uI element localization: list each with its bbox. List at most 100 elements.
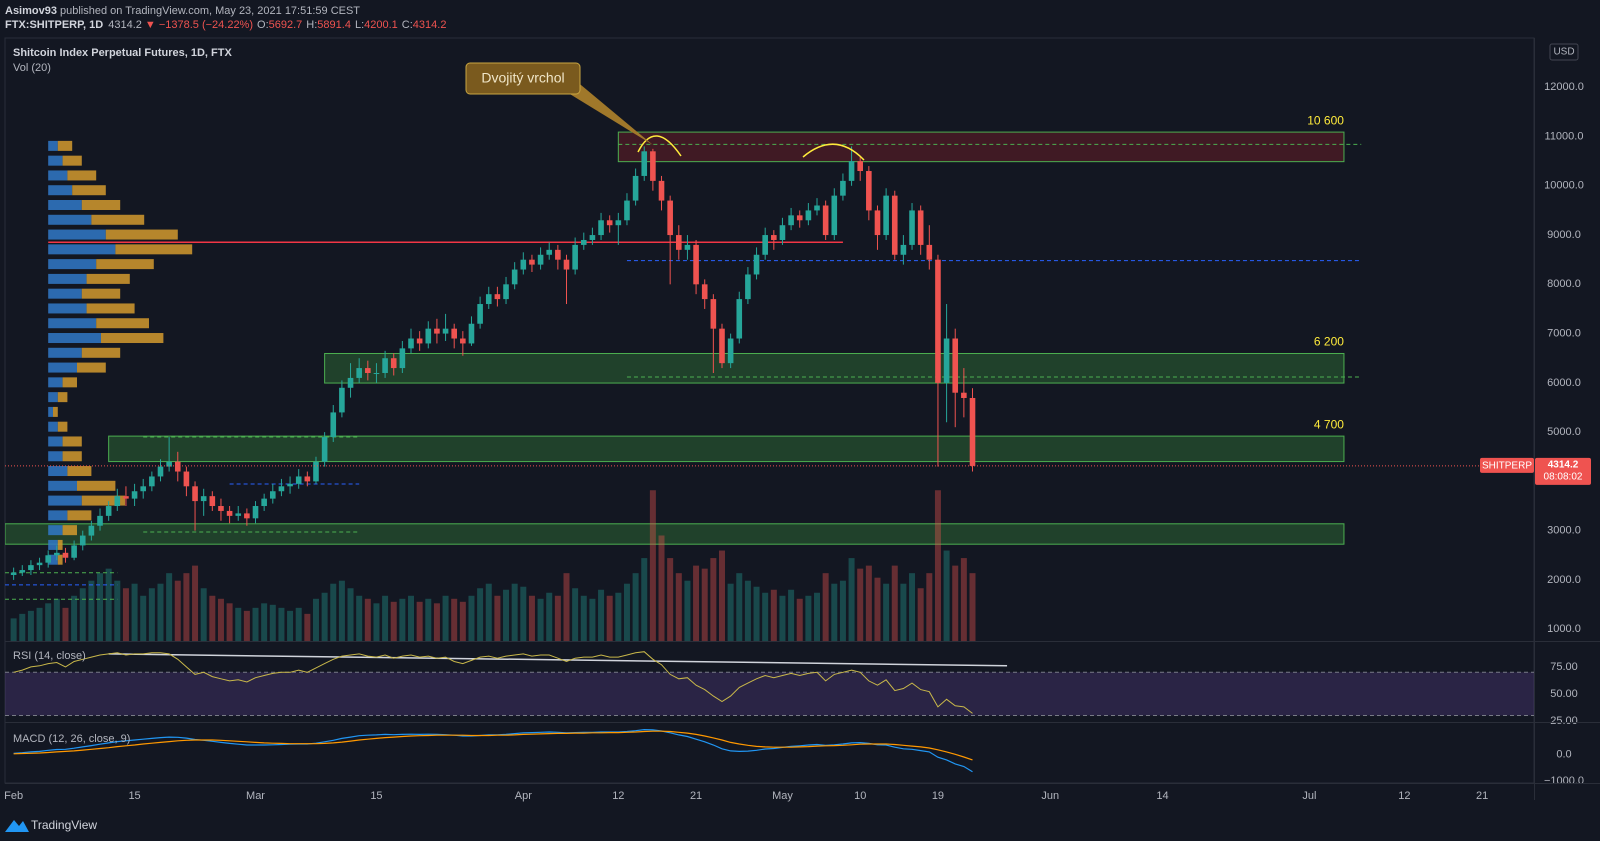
y-tick-label: 7000.0 bbox=[1547, 327, 1581, 339]
volume-bar bbox=[295, 607, 302, 641]
profile-up bbox=[48, 392, 58, 403]
x-tick-label: 14 bbox=[1156, 790, 1168, 802]
symbol-tag bbox=[1480, 457, 1534, 473]
price-tag-text: 4314.2 bbox=[1548, 460, 1579, 471]
profile-down bbox=[62, 436, 82, 447]
volume-bar bbox=[131, 583, 138, 641]
plot-frame bbox=[4, 37, 1535, 784]
candle-body bbox=[10, 572, 17, 575]
volume-bar bbox=[805, 595, 812, 641]
volume-bar bbox=[442, 595, 449, 641]
candle-body bbox=[563, 259, 570, 270]
volume-bar bbox=[727, 583, 734, 641]
zone-label: 10 600 bbox=[1307, 113, 1344, 127]
profile-up bbox=[48, 510, 68, 521]
profile-down bbox=[62, 377, 77, 388]
profile-up bbox=[48, 244, 116, 255]
candle-body bbox=[28, 565, 34, 571]
volume-bar bbox=[183, 573, 190, 641]
x-tick-label: 21 bbox=[1476, 790, 1488, 802]
volume-bar bbox=[753, 586, 760, 641]
x-tick-label: Jul bbox=[1302, 790, 1316, 802]
volume-bar bbox=[114, 580, 121, 641]
profile-up bbox=[48, 539, 58, 550]
profile-down bbox=[86, 273, 130, 284]
candle-body bbox=[339, 387, 345, 413]
candle-body bbox=[822, 205, 829, 236]
volume-bar bbox=[468, 595, 475, 641]
candle-body bbox=[442, 328, 449, 334]
candle-body bbox=[235, 513, 242, 516]
candle-body bbox=[580, 239, 587, 245]
candle-body bbox=[891, 195, 898, 255]
volume-bar bbox=[606, 595, 613, 641]
candle-body bbox=[650, 151, 656, 181]
volume-bar bbox=[278, 607, 285, 641]
volume-bar bbox=[520, 586, 527, 641]
candle-body bbox=[719, 328, 725, 364]
candle-body bbox=[304, 476, 311, 482]
y-tick-label: 6000.0 bbox=[1547, 377, 1581, 389]
volume-bar bbox=[788, 589, 795, 641]
profile-up bbox=[48, 525, 63, 536]
candle-body bbox=[209, 496, 216, 507]
volume-bar bbox=[528, 595, 535, 641]
symbol: FTX:SHITPERP, 1D bbox=[5, 19, 103, 31]
candle-body bbox=[909, 210, 915, 245]
volume-bar bbox=[598, 589, 605, 641]
candle-body bbox=[511, 269, 518, 285]
volume-title: Vol (20) bbox=[13, 62, 51, 74]
volume-bar bbox=[736, 573, 743, 641]
candle-body bbox=[347, 377, 354, 388]
candle-body bbox=[831, 195, 838, 236]
profile-up bbox=[48, 273, 87, 284]
candle-body bbox=[468, 323, 475, 344]
candle-body bbox=[356, 368, 362, 378]
y-tick-label: 10000.0 bbox=[1544, 180, 1584, 192]
profile-up bbox=[48, 229, 106, 240]
y-tick-label: 11000.0 bbox=[1545, 130, 1584, 142]
candle-body bbox=[900, 244, 907, 255]
volume-bar bbox=[744, 580, 751, 641]
candle-body bbox=[961, 392, 967, 398]
candle-body bbox=[71, 545, 77, 558]
o-label: O: bbox=[257, 19, 269, 31]
profile-down bbox=[81, 288, 121, 299]
zone-label: 4 700 bbox=[1314, 417, 1344, 431]
volume-bar bbox=[969, 573, 976, 641]
rsi-trendline bbox=[108, 653, 1008, 667]
volume-bar bbox=[304, 613, 311, 641]
volume-bar bbox=[252, 607, 259, 641]
candle-body bbox=[641, 151, 648, 176]
candle-body bbox=[753, 254, 760, 275]
candle-body bbox=[658, 180, 665, 201]
volume-bar bbox=[364, 598, 371, 641]
volume-bar bbox=[71, 595, 78, 641]
profile-up bbox=[48, 406, 53, 417]
published: published on TradingView.com, May 23, 20… bbox=[60, 5, 360, 17]
profile-up bbox=[48, 318, 97, 329]
candle-body bbox=[416, 338, 423, 344]
rsi-tick-label: 50.00 bbox=[1550, 688, 1578, 700]
volume-bar bbox=[952, 565, 959, 641]
candle-body bbox=[710, 299, 717, 329]
x-tick-label: Apr bbox=[515, 790, 532, 802]
candle-body bbox=[131, 491, 138, 499]
volume-bar bbox=[554, 595, 561, 641]
c-label: C: bbox=[402, 19, 413, 31]
volume-bar bbox=[684, 580, 691, 641]
price-tag bbox=[1535, 457, 1591, 485]
volume-bar bbox=[796, 598, 803, 641]
candle-body bbox=[313, 461, 319, 482]
candle-body bbox=[537, 254, 544, 265]
candle-body bbox=[788, 215, 794, 226]
profile-down bbox=[57, 539, 63, 550]
candle-body bbox=[382, 358, 388, 373]
volume-bar bbox=[485, 583, 492, 641]
profile-down bbox=[76, 362, 106, 373]
volume-bar bbox=[192, 565, 199, 641]
callout-text: Dvojitý vrchol bbox=[481, 70, 564, 86]
volume-bar bbox=[217, 598, 224, 641]
volume-bar bbox=[373, 603, 380, 641]
candle-body bbox=[917, 210, 924, 245]
